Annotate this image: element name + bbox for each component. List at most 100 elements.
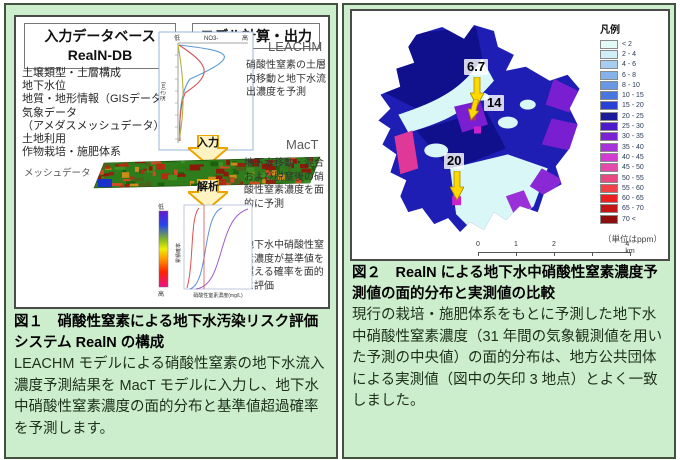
legend-label: 55 - 60 [622, 184, 644, 192]
figure2-caption: 図２ RealN による地下水中硝酸性窒素濃度予測値の面的分布と実測値の比較 現… [352, 263, 666, 413]
legend-item: 40 - 45 [600, 152, 670, 162]
legend-swatch [600, 39, 618, 49]
legend-swatch [600, 132, 618, 142]
legend-label: 40 - 45 [622, 153, 644, 161]
legend-swatch [600, 111, 618, 121]
legend-swatch [600, 101, 618, 111]
legend-item: 6 - 8 [600, 70, 670, 80]
chart-bottom-xlabel: 硝酸性窒素濃度(mg/L) [193, 292, 243, 299]
map-scale-bar: 0 1 2 4 km [470, 241, 636, 259]
legend-label: 70 < [622, 215, 636, 223]
map-region-purple-2 [541, 118, 580, 151]
legend-swatch [600, 204, 618, 214]
mact-description: 地下水移動・混合および脱窒後の硝酸性窒素濃度を面的に予測 [244, 158, 324, 210]
legend-swatch [600, 152, 618, 162]
cumulative-probability-chart: 低 高 累積確率 硝酸性窒素濃度(mg/L) [158, 203, 253, 299]
risk-colorbar [158, 210, 169, 288]
leachm-model-label: LEACHM [268, 39, 323, 54]
legend-swatch [600, 122, 618, 132]
figure2-panel: 凡例 < 2 2 - 4 4 - 6 6 - 8 8 - 10 10 - 15 15 - 2… [342, 3, 676, 459]
scale-tick-label: 1 [514, 241, 518, 248]
leachm-description: 硝酸性窒素の土層内移動と地下水流出濃度を予測 [246, 60, 326, 98]
legend-label: 45 - 50 [622, 164, 644, 172]
input-data-item: 地下水位 [22, 80, 66, 93]
legend-title: 凡例 [600, 25, 620, 36]
colorbar-label-low: 低 [158, 203, 164, 211]
legend-item: < 2 [600, 39, 670, 49]
mact-model-label: MacT [286, 137, 319, 152]
scale-tick-label: 4 km [625, 241, 635, 255]
input-data-item: 気象データ [22, 106, 77, 119]
measurement-arrow-2-icon [467, 98, 480, 121]
map-region-magenta-1 [452, 196, 462, 206]
analysis-arrow: 解析 [185, 178, 231, 211]
map-region-magenta-2 [474, 126, 481, 134]
legend-swatch [600, 214, 618, 224]
input-data-item: 土壌類型・土層構成 [22, 67, 121, 79]
figure1-caption-body: LEACHM モデルによる硝酸性窒素の地下水流入濃度予測結果を MacT モデル… [14, 356, 325, 437]
legend-label: 25 - 30 [622, 123, 644, 131]
legend-item: 45 - 50 [600, 163, 670, 173]
chart-bottom-ylabel: 累積確率 [175, 243, 182, 263]
measurement-label-3: 20 [444, 153, 465, 169]
legend-item: 70 < [600, 214, 670, 224]
map-region-pink [394, 130, 419, 175]
legend-swatch [600, 194, 618, 204]
mesh-data-label: メッシュデータ [24, 168, 91, 179]
figure1-caption: 図１ 硝酸性窒素による地下水汚染リスク評価システム RealN の構成 LEAC… [14, 312, 328, 440]
input-data-list: 土壌類型・土層構成 地下水位 地質・地形情報（GISデータ） 気象データ （アメダスメッ… [22, 67, 173, 159]
legend-label: 20 - 25 [622, 112, 644, 120]
colorbar-label-high: 高 [158, 290, 164, 298]
legend-swatch [600, 80, 618, 90]
map-region-purple-1 [545, 78, 578, 113]
input-data-item: （アメダスメッシュデータ） [22, 119, 165, 132]
legend-swatch [600, 142, 618, 152]
down-block-arrow-icon [185, 178, 231, 211]
input-database-name: RealN-DB [67, 47, 133, 63]
figure2-caption-body: 現行の栽培・施肥体系をもとに予測した地下水中硝酸性窒素濃度（31 年間の気象観測… [352, 307, 663, 409]
mesh-data-image [93, 156, 321, 189]
cdf-curve-red [186, 207, 200, 289]
input-data-item: 地質・地形情報（GISデータ） [22, 93, 173, 106]
down-block-arrow-icon [185, 134, 231, 167]
measurement-label-2: 14 [484, 95, 505, 111]
measurement-arrow-3-icon [450, 171, 464, 201]
legend-label: 4 - 6 [622, 61, 637, 69]
legend-label: 10 - 15 [622, 92, 644, 100]
figure1-panel: 入力データベース RealN-DB モデル計算・出力 土壌類型・土層構成 地下水位… [4, 3, 338, 459]
legend-item: 55 - 60 [600, 183, 670, 193]
legend-item: 2 - 4 [600, 49, 670, 59]
analysis-arrow-label: 解析 [197, 181, 219, 193]
scale-tick [554, 252, 555, 256]
legend-item: 50 - 55 [600, 173, 670, 183]
scale-tick-label: 2 [552, 241, 556, 248]
legend-item: 15 - 20 [600, 101, 670, 111]
legend-label: 60 - 65 [622, 195, 644, 203]
legend-swatch [600, 49, 618, 59]
chart-top-label-no3: NO3- [204, 36, 218, 42]
map-region-cyan-lowland [450, 154, 548, 233]
scale-tick [592, 252, 593, 256]
figure1-diagram-box: 入力データベース RealN-DB モデル計算・出力 土壌類型・土層構成 地下水位… [14, 15, 330, 309]
legend-label: 65 - 70 [622, 205, 644, 213]
figure2-caption-title: 図２ RealN による地下水中硝酸性窒素濃度予測値の面的分布と実測値の比較 [352, 265, 658, 302]
legend-swatch [600, 70, 618, 80]
legend-label: 6 - 8 [622, 71, 637, 79]
map-region-cyan-band [398, 58, 494, 133]
legend-item: 60 - 65 [600, 193, 670, 204]
legend-label: 15 - 20 [622, 102, 644, 110]
scale-tick [630, 252, 631, 256]
no3-depth-profile-chart: 低 NO3- 高 深さ(m) [158, 31, 254, 151]
nitrate-concentration-map [378, 24, 580, 233]
legend-swatch [600, 163, 618, 173]
scale-tick [516, 252, 517, 256]
legend-item: 30 - 35 [600, 132, 670, 142]
legend-swatch [600, 173, 618, 183]
legend-label: < 2 [622, 40, 632, 48]
legend-label: 8 - 10 [622, 81, 640, 89]
legend-swatch [600, 91, 618, 101]
legend-label: 35 - 40 [622, 143, 644, 151]
chart-top-ylabel: 深さ(m) [159, 82, 167, 101]
legend-swatch [600, 60, 618, 70]
measurement-label-1: 6.7 [464, 59, 489, 75]
